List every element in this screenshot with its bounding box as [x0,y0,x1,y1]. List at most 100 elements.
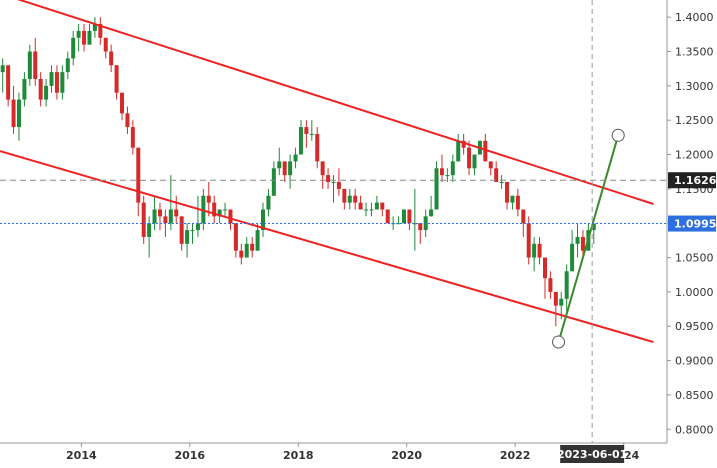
crosshair-date-badge-bg [560,445,625,463]
y-tick-label: 0.9000 [675,355,714,368]
candles-layer [0,17,596,327]
candle-body [374,202,379,210]
candle [434,161,439,210]
candle-body [445,175,450,177]
candle [483,133,488,162]
candle [418,223,423,244]
candle [288,154,293,189]
candle [44,78,49,107]
candle [515,188,520,217]
candle [212,195,217,224]
candle-body [38,78,43,100]
candle [60,65,65,100]
candle-body [439,168,444,176]
candle-body [22,78,27,100]
candle [179,216,184,251]
candle [494,161,499,183]
candle-body [364,209,369,211]
candle-body [396,223,401,225]
candle [239,243,244,265]
candle [320,161,325,189]
candle [364,202,369,217]
candle [282,161,287,183]
candle-body [369,209,374,211]
candle-body [266,195,271,210]
candle [396,216,401,225]
candle-body [60,72,65,93]
candle-body [342,188,347,203]
candle-body [526,223,531,258]
candle [233,223,238,258]
y-tick-label: 0.8500 [675,389,714,402]
candle [38,72,43,107]
y-tick-label: 1.4000 [675,11,714,24]
candle-body [505,182,510,203]
candle-body [336,182,341,189]
candle [255,223,260,251]
candle [293,147,298,169]
candle [250,236,255,258]
x-tick-label-partial: 24 [624,449,640,462]
candle-body [33,51,38,79]
candle [553,291,558,327]
candle [27,44,32,86]
candle-body [277,161,282,169]
candle-body [320,161,325,176]
candle [228,209,233,231]
candle-body [152,209,157,224]
candle-body [261,209,266,231]
candle-body [575,236,580,244]
candle-body [6,65,11,100]
trend-line-start-handle[interactable] [552,335,566,349]
candle-body [157,209,162,217]
candle [223,202,228,217]
candle-body [353,195,358,203]
y-tick-label: 1.3500 [675,46,714,59]
y-tick-label: 1.2000 [675,149,714,162]
candle-body [16,99,21,128]
candle-body [326,175,331,183]
candle-body [412,223,417,225]
candle [114,65,119,100]
candle [190,223,195,244]
candle-body [461,140,466,148]
candle [570,230,575,272]
candle-body [532,243,537,258]
candle-body [401,209,406,224]
channel-upper-line[interactable] [5,0,654,205]
candle [412,188,417,251]
candle-body [559,298,564,306]
channel-lower-line[interactable] [0,150,654,343]
candle-body [499,182,504,184]
candle [92,17,97,38]
candle-body [195,223,200,231]
candle [315,127,320,169]
candle-body [450,161,455,176]
candle [76,24,81,52]
y-tick-label: 0.8000 [675,423,714,436]
price-levels-layer [0,0,667,443]
candle-body [125,113,130,128]
candle-body [515,195,520,210]
candle-body [488,161,493,169]
current-price-badge-bg [668,215,716,232]
candle [374,195,379,210]
candle-body [109,51,114,66]
candle [125,106,130,134]
candle [353,188,358,210]
candle-body [228,209,233,224]
candle [261,202,266,237]
trend-line-end-handle[interactable] [611,128,625,142]
candle [157,202,162,231]
candle [542,257,547,299]
candle-body [456,140,461,162]
candle [54,65,59,100]
candle-body [510,195,515,203]
trend-line[interactable] [557,135,620,343]
candle-body [255,230,260,251]
candle-body [120,92,125,114]
candle [401,209,406,224]
candle [147,216,152,258]
candle [195,195,200,237]
